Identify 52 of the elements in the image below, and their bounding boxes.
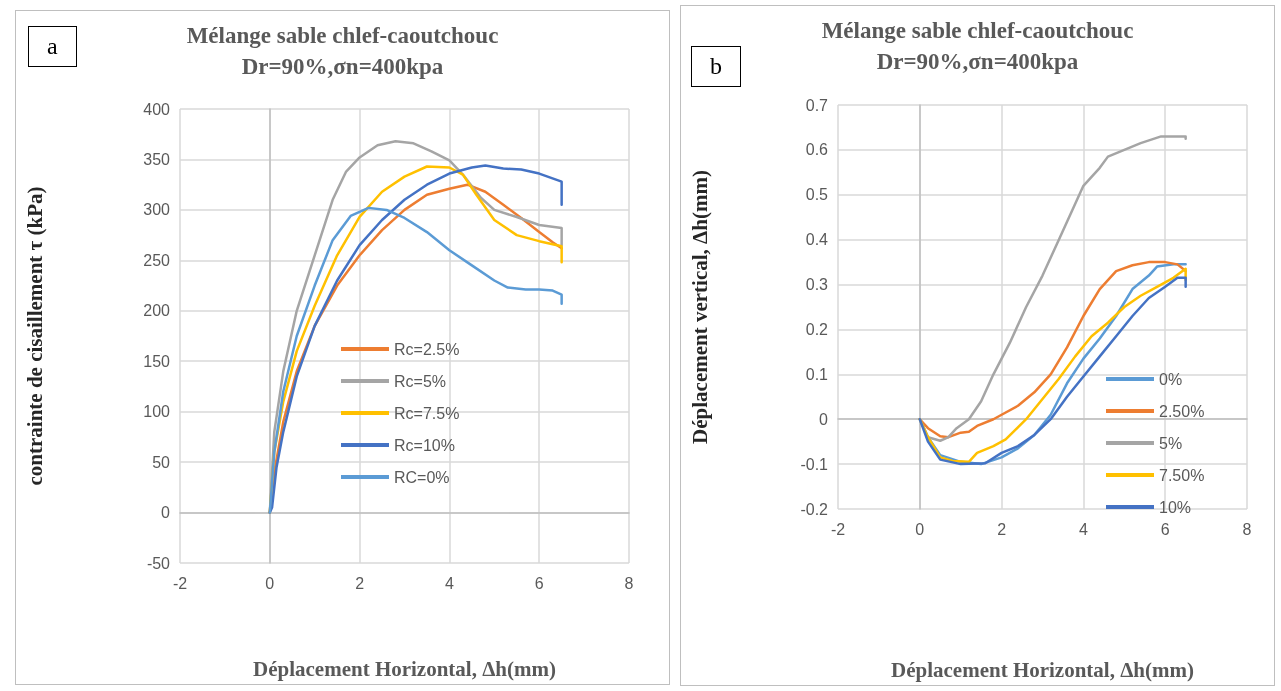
legend-label: 5% <box>1159 434 1183 452</box>
x-tick-label: 8 <box>624 574 634 592</box>
y-tick-label: 0.5 <box>805 186 829 204</box>
chart-title: Mélange sable chlef-caoutchouc <box>186 23 499 48</box>
y-tick-label: -50 <box>146 554 171 572</box>
y-tick-label: 50 <box>152 453 171 471</box>
x-tick-label: -2 <box>830 520 846 538</box>
x-tick-label: 6 <box>534 574 544 592</box>
chart-subtitle: Dr=90%,σn=400kpa <box>241 54 444 79</box>
y-tick-label: 0.6 <box>805 141 829 159</box>
legend-label: 10% <box>1159 498 1192 516</box>
x-tick-label: 6 <box>1160 520 1170 538</box>
x-tick-label: 8 <box>1242 520 1252 538</box>
y-axis-title: contrainte de cisaillement τ (kPa) <box>22 186 47 486</box>
y-tick-label: 200 <box>143 302 171 320</box>
y-tick-label: 400 <box>143 100 171 118</box>
legend-label: Rc=10% <box>394 436 455 454</box>
x-tick-label: 2 <box>355 574 365 592</box>
x-axis-title: Déplacement Horizontal, Δh(mm) <box>252 656 557 681</box>
x-tick-label: 0 <box>265 574 275 592</box>
text: b <box>691 46 741 87</box>
y-tick-label: 0.7 <box>805 96 829 114</box>
y-tick-label: 150 <box>143 352 171 370</box>
y-tick-label: -0.1 <box>800 455 829 473</box>
legend-label: RC=0% <box>394 468 450 486</box>
legend-label: 7.50% <box>1159 466 1205 484</box>
chart-subtitle: Dr=90%,σn=400kpa <box>876 49 1079 74</box>
x-tick-label: 4 <box>1078 520 1088 538</box>
y-tick-label: 100 <box>143 403 171 421</box>
legend-label: Rc=7.5% <box>394 404 460 422</box>
y-tick-label: 300 <box>143 201 171 219</box>
y-tick-label: 0.1 <box>805 365 829 383</box>
y-tick-label: 0 <box>161 504 171 522</box>
x-axis-title: Déplacement Horizontal, Δh(mm) <box>890 657 1195 682</box>
y-tick-label: 0 <box>819 410 829 428</box>
y-tick-label: 0.2 <box>805 320 829 338</box>
x-tick-label: 0 <box>915 520 925 538</box>
y-tick-label: -0.2 <box>800 500 829 518</box>
y-tick-label: 250 <box>143 251 171 269</box>
legend-label: 2.50% <box>1159 402 1205 420</box>
y-tick-label: 350 <box>143 150 171 168</box>
y-axis-title: Déplacement vertical, Δh(mm) <box>687 170 712 444</box>
legend-label: Rc=2.5% <box>394 340 460 358</box>
x-tick-label: 2 <box>997 520 1007 538</box>
text: a <box>28 26 77 67</box>
legend-label: Rc=5% <box>394 372 447 390</box>
y-tick-label: 0.3 <box>805 276 829 294</box>
x-tick-label: -2 <box>172 574 188 592</box>
y-tick-label: 0.4 <box>805 231 829 249</box>
x-tick-label: 4 <box>444 574 454 592</box>
legend-label: 0% <box>1159 370 1183 388</box>
chart-title: Mélange sable chlef-caoutchouc <box>821 18 1134 43</box>
